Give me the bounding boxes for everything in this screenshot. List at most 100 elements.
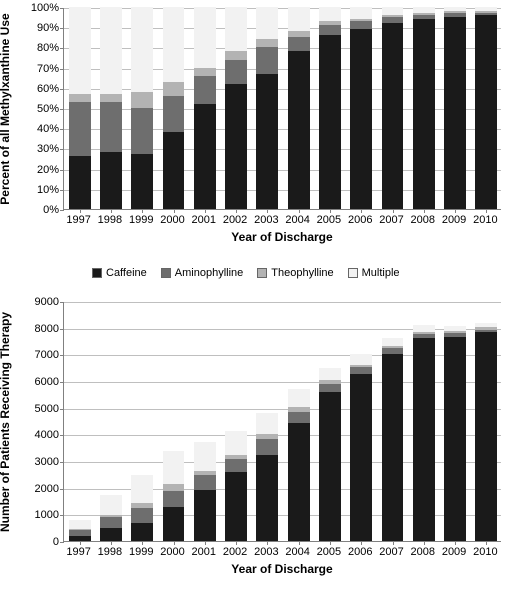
x-tick-mark <box>80 541 81 545</box>
x-tick-label: 1999 <box>129 214 153 226</box>
x-tick-label: 1998 <box>98 214 122 226</box>
y-tick-mark <box>60 149 64 150</box>
bar-segment-multiple <box>225 7 247 51</box>
bar-segment-multiple <box>288 389 310 407</box>
x-tick-label: 2010 <box>473 546 497 558</box>
bar <box>131 475 153 541</box>
y-tick-mark <box>60 48 64 49</box>
x-tick-label: 1999 <box>129 546 153 558</box>
bar-segment-caffeine <box>319 35 341 209</box>
x-tick-mark <box>424 541 425 545</box>
bar <box>69 520 91 541</box>
bar-segment-caffeine <box>350 374 372 541</box>
gridline <box>64 329 501 330</box>
legend-item-multiple: Multiple <box>348 267 400 279</box>
gridline <box>64 489 501 490</box>
x-tick-mark <box>330 209 331 213</box>
bar-segment-caffeine <box>288 51 310 209</box>
bar-segment-aminophylline <box>319 384 341 393</box>
bar-segment-caffeine <box>475 15 497 209</box>
y-tick-label: 60% <box>0 83 59 95</box>
bar <box>288 7 310 209</box>
y-tick-label: 4000 <box>0 429 59 441</box>
bar-segment-aminophylline <box>131 508 153 523</box>
bar <box>350 354 372 541</box>
bar-segment-multiple <box>131 7 153 92</box>
y-tick-mark <box>60 435 64 436</box>
y-axis-title: Number of Patients Receiving Therapy <box>0 312 12 532</box>
bar-segment-caffeine <box>288 423 310 541</box>
y-tick-label: 90% <box>0 22 59 34</box>
x-tick-label: 2000 <box>160 546 184 558</box>
bar <box>100 495 122 541</box>
bar-segment-caffeine <box>382 354 404 541</box>
y-tick-label: 30% <box>0 143 59 155</box>
y-tick-mark <box>60 302 64 303</box>
y-tick-label: 5000 <box>0 403 59 415</box>
bar-segment-multiple <box>350 354 372 365</box>
bar <box>475 323 497 541</box>
bar-segment-multiple <box>69 520 91 529</box>
y-tick-label: 0 <box>0 536 59 548</box>
bar-segment-theophylline <box>256 39 278 47</box>
bar-segment-caffeine <box>413 19 435 209</box>
gridline <box>64 435 501 436</box>
bar-segment-multiple <box>194 7 216 68</box>
bar-segment-theophylline <box>225 51 247 59</box>
y-tick-label: 20% <box>0 164 59 176</box>
legend-swatch <box>348 268 358 278</box>
bar-segment-caffeine <box>256 455 278 541</box>
x-axis-title: Year of Discharge <box>63 562 501 576</box>
plot-area <box>63 302 501 542</box>
bar <box>194 442 216 541</box>
x-tick-label: 1997 <box>66 214 90 226</box>
bar-segment-multiple <box>382 338 404 346</box>
bar-segment-multiple <box>225 431 247 455</box>
bar-segment-caffeine <box>413 338 435 541</box>
bar-segment-multiple <box>163 7 185 82</box>
bar-segment-aminophylline <box>225 60 247 84</box>
bar-segment-aminophylline <box>350 21 372 29</box>
x-tick-label: 2008 <box>411 214 435 226</box>
y-tick-label: 100% <box>0 2 59 14</box>
bar-segment-caffeine <box>163 132 185 209</box>
y-tick-label: 70% <box>0 63 59 75</box>
legend-label: Theophylline <box>271 267 333 279</box>
bar-segment-caffeine <box>194 104 216 209</box>
x-tick-mark <box>236 209 237 213</box>
bar <box>163 451 185 541</box>
y-tick-label: 7000 <box>0 349 59 361</box>
bar <box>319 7 341 209</box>
x-tick-mark <box>111 541 112 545</box>
bar-segment-aminophylline <box>131 108 153 154</box>
x-tick-mark <box>174 541 175 545</box>
x-tick-label: 2002 <box>223 214 247 226</box>
bar-segment-caffeine <box>350 29 372 209</box>
x-tick-label: 2002 <box>223 546 247 558</box>
bar-segment-multiple <box>163 451 185 484</box>
y-tick-label: 8000 <box>0 323 59 335</box>
y-tick-mark <box>60 210 64 211</box>
bar <box>319 368 341 541</box>
bar-segment-caffeine <box>444 17 466 209</box>
x-tick-mark <box>455 541 456 545</box>
bar-segment-caffeine <box>100 152 122 209</box>
x-tick-mark <box>205 541 206 545</box>
y-tick-label: 50% <box>0 103 59 115</box>
bar-segment-multiple <box>256 7 278 39</box>
x-tick-mark <box>393 209 394 213</box>
plot-area <box>63 8 501 210</box>
bar-segment-multiple <box>69 7 91 94</box>
bar-segment-caffeine <box>163 507 185 541</box>
y-tick-mark <box>60 170 64 171</box>
y-tick-mark <box>60 89 64 90</box>
bar-segment-aminophylline <box>69 102 91 157</box>
bar-segment-aminophylline <box>163 96 185 132</box>
bar <box>100 7 122 209</box>
x-tick-label: 2009 <box>442 214 466 226</box>
legend: CaffeineAminophyllineTheophyllineMultipl… <box>92 267 400 279</box>
legend-item-theophylline: Theophylline <box>257 267 333 279</box>
y-tick-label: 0% <box>0 204 59 216</box>
bar-segment-multiple <box>131 475 153 503</box>
bar-segment-multiple <box>319 7 341 21</box>
